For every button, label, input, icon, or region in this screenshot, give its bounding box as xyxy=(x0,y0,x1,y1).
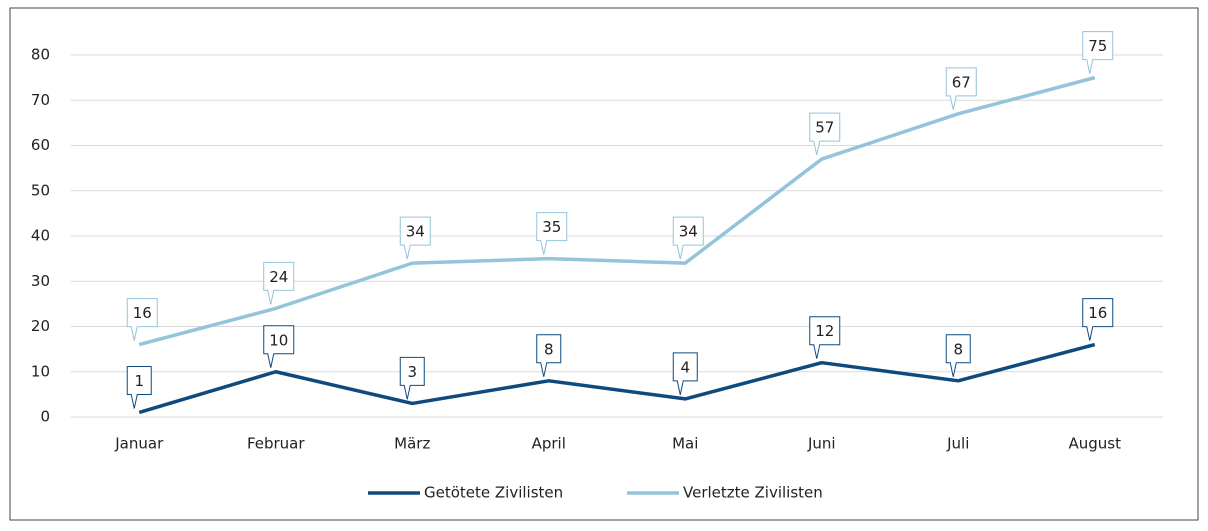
data-label: 16 xyxy=(133,304,152,322)
chart-border xyxy=(9,7,1199,521)
data-label: 16 xyxy=(1088,304,1107,322)
data-label-box xyxy=(672,216,704,260)
x-tick-label: Mai xyxy=(672,435,698,453)
data-label: 12 xyxy=(815,322,834,340)
data-label-box xyxy=(126,298,158,341)
y-tick-label: 60 xyxy=(31,136,50,154)
x-tick-label: Februar xyxy=(247,435,305,453)
data-label: 34 xyxy=(679,223,698,241)
x-tick-label: Januar xyxy=(114,435,164,453)
data-label-box xyxy=(536,212,568,255)
data-label-box xyxy=(945,67,977,110)
data-label: 8 xyxy=(953,340,963,358)
data-label: 1 xyxy=(134,372,144,390)
x-tick-label: April xyxy=(532,435,566,453)
data-label: 67 xyxy=(952,73,971,91)
data-label-box xyxy=(263,325,295,368)
data-label: 57 xyxy=(815,119,834,137)
y-tick-label: 40 xyxy=(31,227,50,245)
data-label-box xyxy=(809,316,841,359)
legend-label: Verletzte Zivilisten xyxy=(683,484,823,502)
data-label-box xyxy=(399,356,425,400)
data-label-box xyxy=(809,112,841,156)
data-label: 8 xyxy=(544,340,554,358)
y-tick-label: 70 xyxy=(31,91,50,109)
y-tick-label: 10 xyxy=(31,362,50,380)
y-tick-label: 30 xyxy=(31,272,50,290)
data-label-box xyxy=(399,216,431,260)
x-tick-label: Juni xyxy=(807,435,836,453)
data-label: 10 xyxy=(269,331,288,349)
data-label: 3 xyxy=(407,363,417,381)
data-label-box xyxy=(126,365,152,409)
data-label-box xyxy=(263,261,295,305)
x-tick-label: März xyxy=(394,435,430,453)
data-label: 35 xyxy=(542,218,561,236)
series-line xyxy=(138,342,1096,415)
y-tick-label: 20 xyxy=(31,317,50,335)
data-label: 4 xyxy=(680,358,690,376)
data-label-box xyxy=(1082,298,1114,341)
data-label: 75 xyxy=(1088,37,1107,55)
y-tick-label: 50 xyxy=(31,181,50,199)
legend-label: Getötete Zivilisten xyxy=(424,484,563,502)
data-label-box xyxy=(536,334,562,377)
x-tick-label: August xyxy=(1069,435,1122,453)
data-label-box xyxy=(672,352,698,396)
data-label: 24 xyxy=(269,268,288,286)
y-tick-label: 0 xyxy=(40,408,50,426)
series-line xyxy=(138,75,1096,347)
y-tick-label: 80 xyxy=(31,46,50,64)
data-label-box xyxy=(945,334,971,377)
data-label-box xyxy=(1082,31,1114,74)
x-tick-label: Juli xyxy=(946,435,969,453)
data-label: 34 xyxy=(406,223,425,241)
